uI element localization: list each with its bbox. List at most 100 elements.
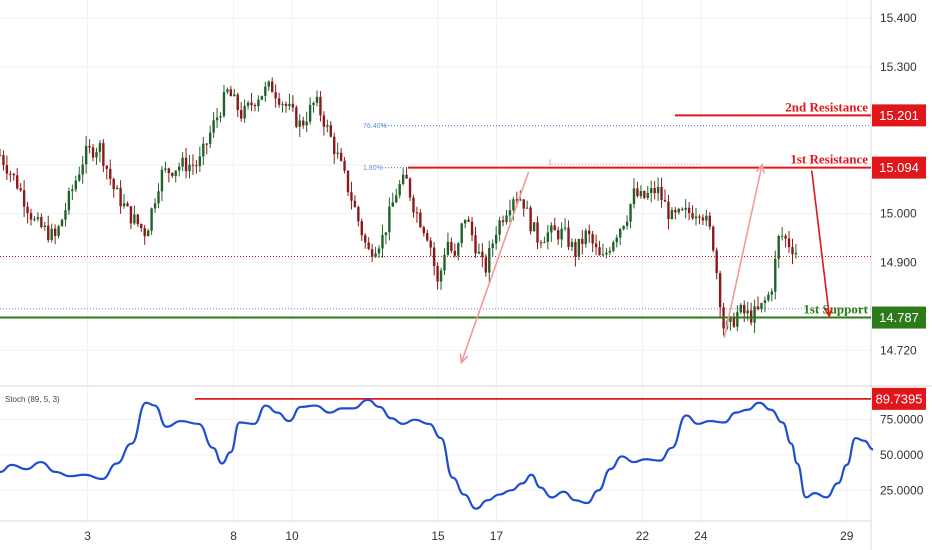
candle-body [446,241,450,255]
candle-body [95,151,98,158]
candle-body [143,227,146,237]
candle-body [422,227,426,234]
candle-body [705,215,708,221]
candle-body [529,207,532,232]
candle-body [202,143,205,157]
time-tick-label: 22 [636,529,650,543]
candle-body [477,251,481,254]
stoch-axis[interactable]: 75.0000 50.0000 25.0000 [880,413,924,498]
candle-body [215,117,219,121]
candle-body [767,294,770,301]
candle-body [570,242,574,247]
candle-body [687,207,691,214]
time-axis[interactable]: 3 8 10 15 17 22 24 29 [84,529,854,543]
price-badge-label: 15.094 [879,160,919,175]
candle-body [264,86,267,96]
candle-body [398,184,401,196]
candle-body [160,169,164,192]
candle-body [660,187,663,201]
candle-body [567,227,570,247]
candle-body [760,303,763,309]
candle-body [102,143,105,166]
candle-body [381,235,384,249]
candle-body [498,220,501,235]
candle-body [594,243,598,248]
candle-body [236,94,239,111]
candle-body [329,125,332,137]
candle-body [105,165,109,169]
candle-body [109,168,112,179]
candle-body [384,232,388,236]
candle-body [198,156,202,167]
candle-body [508,210,512,216]
candle-body [16,175,19,189]
candle-body [457,243,460,256]
price-badge-label: 14.787 [879,310,919,325]
candle-body [674,210,677,213]
candle-body [408,178,412,198]
time-tick-label: 29 [840,529,854,543]
candle-body [333,136,336,154]
candle-body [560,228,563,240]
gridlines [0,0,871,521]
candle-body [619,228,622,238]
candle-body [774,258,777,292]
candle-body [78,174,81,181]
candle-body [460,223,463,244]
candle-body [550,225,553,233]
candle-body [305,121,308,126]
candle-body [622,225,625,229]
candle-body [650,188,653,193]
candle-body [181,157,184,167]
candle-body [308,105,312,122]
candle-body [71,189,74,192]
candle-body [598,247,601,256]
candle-body [391,202,394,207]
candle-body [615,237,618,243]
candle-body [253,105,257,107]
candle-body [346,170,350,193]
candle-body [501,220,505,223]
stoch-tick-label: 50.0000 [880,448,924,462]
projection-arrow-shaft [723,164,763,339]
level-label: 1st Support [803,302,868,317]
support-resistance-levels[interactable]: 2nd Resistance 1st Resistance 1st Support [0,99,871,319]
candle-body [677,208,680,213]
candle-body [432,247,436,266]
projection-arrow-head [459,353,469,365]
candle-body [749,310,753,323]
time-tick-label: 3 [84,529,91,543]
candle-body [267,81,270,87]
stoch-title: Stoch (89, 5, 3) [5,395,60,404]
candle-body [770,291,774,295]
candle-body [415,212,419,214]
time-tick-label: 17 [490,529,504,543]
candle-body [439,270,443,282]
candle-body [708,215,711,227]
candle-body [794,252,798,255]
candle-body [171,172,174,177]
candle-body [405,174,408,179]
candle-body [250,102,253,106]
candle-body [298,120,301,127]
candle-body [295,107,298,127]
candle-body [419,212,422,228]
candle-body [133,214,136,224]
candle-body [43,225,46,228]
stoch-pane[interactable]: Stoch (89, 5, 3) [0,395,874,510]
candle-body [367,242,370,250]
candle-body [587,230,591,235]
price-pane[interactable]: 76.40% 1.80% 1 2nd Resistance 1st Resistanc… [0,77,871,365]
fib-level-label: 76.40% [363,123,387,130]
candle-body [591,234,594,244]
candle-body [632,188,636,205]
candle-body [512,199,515,211]
candle-body [484,257,488,273]
candle-body [784,235,787,239]
price-badge [872,156,926,179]
candle-body [302,120,305,126]
candle-body [546,232,550,242]
candle-body [543,241,546,243]
candle-body [653,188,656,194]
